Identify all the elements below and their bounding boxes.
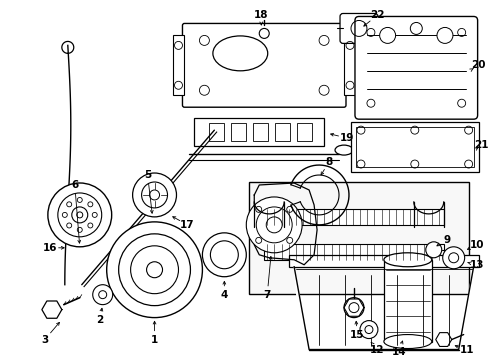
Text: 9: 9 (442, 235, 449, 245)
Ellipse shape (383, 253, 431, 267)
Bar (350, 122, 478, 172)
Text: 4: 4 (220, 290, 227, 300)
Text: 2: 2 (96, 315, 103, 325)
Bar (264, 209, 443, 225)
Text: 21: 21 (473, 140, 488, 150)
Text: 18: 18 (253, 10, 268, 21)
Text: 6: 6 (71, 180, 78, 190)
Bar (342, 17, 374, 40)
Text: 15: 15 (349, 329, 364, 339)
Circle shape (77, 212, 82, 218)
FancyBboxPatch shape (354, 17, 477, 119)
Circle shape (436, 27, 452, 44)
Text: 13: 13 (468, 260, 483, 270)
Bar (383, 260, 431, 342)
Polygon shape (254, 183, 316, 265)
Text: 10: 10 (468, 240, 483, 250)
Bar (297, 123, 311, 141)
Text: 22: 22 (369, 10, 384, 21)
Text: 16: 16 (42, 243, 57, 253)
Text: 3: 3 (41, 334, 48, 345)
Text: 1: 1 (151, 334, 158, 345)
Circle shape (132, 173, 176, 217)
Circle shape (246, 197, 302, 253)
Bar (253, 123, 268, 141)
Text: 7: 7 (263, 290, 270, 300)
Text: 12: 12 (369, 345, 384, 355)
Circle shape (202, 233, 246, 277)
Polygon shape (294, 267, 473, 351)
Circle shape (93, 285, 112, 305)
Bar (172, 35, 184, 95)
Bar (249, 182, 468, 294)
Text: 17: 17 (180, 220, 194, 230)
Circle shape (379, 27, 395, 44)
Circle shape (409, 22, 422, 35)
Text: 14: 14 (391, 347, 406, 356)
Ellipse shape (212, 36, 267, 71)
Text: 11: 11 (458, 345, 473, 355)
Bar (209, 123, 224, 141)
Circle shape (106, 222, 202, 318)
Bar (194, 118, 324, 146)
Bar (231, 123, 246, 141)
Text: 19: 19 (339, 133, 353, 143)
Circle shape (425, 242, 441, 258)
Circle shape (442, 247, 464, 269)
Text: 8: 8 (325, 157, 332, 167)
Circle shape (343, 298, 363, 318)
Text: 20: 20 (470, 60, 485, 70)
FancyBboxPatch shape (339, 13, 377, 44)
Ellipse shape (383, 334, 431, 348)
Circle shape (359, 321, 377, 338)
Circle shape (48, 183, 111, 247)
Bar (275, 123, 289, 141)
Bar (288, 255, 478, 267)
Circle shape (259, 28, 269, 39)
FancyBboxPatch shape (182, 23, 346, 107)
Bar (355, 127, 473, 167)
Ellipse shape (334, 145, 352, 155)
Bar (343, 35, 355, 95)
Text: 5: 5 (143, 170, 151, 180)
Bar (264, 244, 443, 260)
